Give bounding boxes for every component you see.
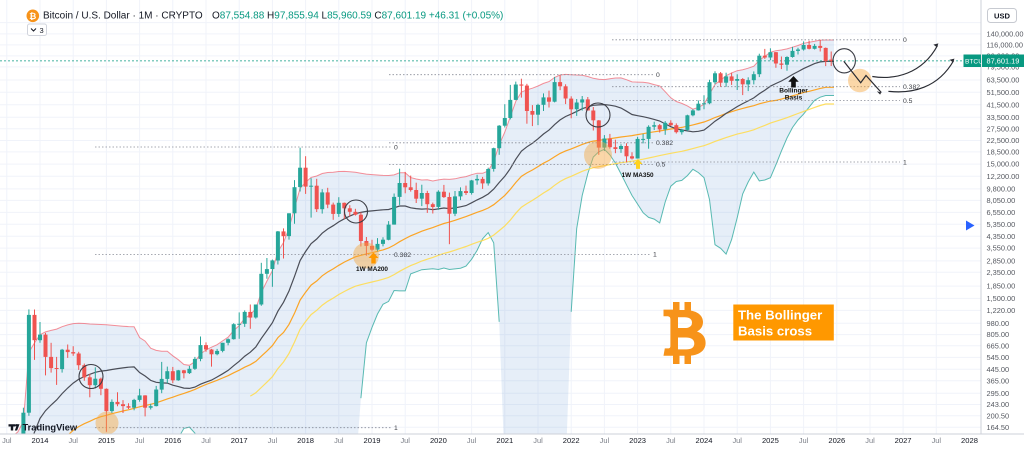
svg-text:0.382: 0.382 (394, 252, 411, 259)
svg-text:33,500.00: 33,500.00 (987, 113, 1020, 122)
svg-text:2023: 2023 (629, 436, 646, 445)
svg-text:12,200.00: 12,200.00 (987, 172, 1020, 181)
svg-text:6,550.00: 6,550.00 (987, 208, 1016, 217)
svg-text:445.00: 445.00 (987, 365, 1010, 374)
svg-text:1W MA350: 1W MA350 (622, 172, 654, 179)
svg-text:The Bollinger: The Bollinger (738, 308, 822, 323)
svg-text:545.00: 545.00 (987, 353, 1010, 362)
svg-text:665.00: 665.00 (987, 341, 1010, 350)
svg-text:0.382: 0.382 (656, 140, 673, 147)
svg-text:0: 0 (656, 72, 660, 79)
svg-text:9,800.00: 9,800.00 (987, 185, 1016, 194)
svg-text:Bitcoin / U.S. Dollar · 1M · C: Bitcoin / U.S. Dollar · 1M · CRYPTO (43, 11, 203, 22)
svg-text:Jul: Jul (2, 436, 12, 445)
svg-text:2020: 2020 (430, 436, 447, 445)
svg-text:3: 3 (40, 26, 44, 35)
svg-text:805.00: 805.00 (987, 330, 1010, 339)
svg-text:2021: 2021 (496, 436, 513, 445)
svg-text:Jul: Jul (732, 436, 742, 445)
svg-text:2,850.00: 2,850.00 (987, 257, 1016, 266)
svg-text:63,500.00: 63,500.00 (987, 76, 1020, 85)
svg-text:2022: 2022 (563, 436, 580, 445)
svg-text:Jul: Jul (135, 436, 145, 445)
svg-text:Basis: Basis (785, 95, 803, 102)
svg-text:980.00: 980.00 (987, 319, 1010, 328)
svg-text:200.50: 200.50 (987, 411, 1010, 420)
svg-text:1W MA200: 1W MA200 (356, 266, 388, 273)
svg-text:1,500.00: 1,500.00 (987, 294, 1016, 303)
svg-text:1: 1 (903, 159, 907, 166)
svg-text:3,550.00: 3,550.00 (987, 244, 1016, 253)
svg-text:0: 0 (394, 144, 398, 151)
svg-text:15,000.00: 15,000.00 (987, 160, 1020, 169)
svg-text:Basis cross: Basis cross (738, 324, 812, 339)
svg-text:1,850.00: 1,850.00 (987, 282, 1016, 291)
svg-text:TradingView: TradingView (23, 423, 78, 433)
svg-text:22,500.00: 22,500.00 (987, 136, 1020, 145)
svg-text:Jul: Jul (865, 436, 875, 445)
svg-text:2018: 2018 (297, 436, 314, 445)
svg-text:Jul: Jul (666, 436, 676, 445)
svg-text:365.00: 365.00 (987, 376, 1010, 385)
svg-text:Jul: Jul (799, 436, 809, 445)
svg-text:164.50: 164.50 (987, 423, 1010, 432)
svg-text:2016: 2016 (164, 436, 181, 445)
svg-text:2017: 2017 (231, 436, 248, 445)
svg-text:295.00: 295.00 (987, 389, 1010, 398)
svg-text:Jul: Jul (467, 436, 477, 445)
svg-text:2025: 2025 (762, 436, 779, 445)
svg-text:Jul: Jul (268, 436, 278, 445)
svg-text:140,000.00: 140,000.00 (987, 30, 1024, 39)
svg-text:O87,554.88 H97,855.94 L85,960.: O87,554.88 H97,855.94 L85,960.59 C87,601… (212, 11, 503, 22)
svg-text:1: 1 (394, 425, 398, 432)
svg-text:87,601.19: 87,601.19 (987, 57, 1020, 66)
svg-text:0.382: 0.382 (903, 84, 920, 91)
svg-text:8,050.00: 8,050.00 (987, 196, 1016, 205)
svg-text:51,500.00: 51,500.00 (987, 88, 1020, 97)
svg-text:116,000.00: 116,000.00 (987, 41, 1023, 50)
svg-text:Jul: Jul (201, 436, 211, 445)
svg-text:2027: 2027 (895, 436, 912, 445)
svg-text:BTCUSD: BTCUSD (965, 58, 992, 65)
svg-text:2,350.00: 2,350.00 (987, 268, 1016, 277)
svg-text:Jul: Jul (400, 436, 410, 445)
svg-text:2026: 2026 (828, 436, 845, 445)
svg-text:1: 1 (653, 252, 657, 259)
svg-text:1,220.00: 1,220.00 (987, 306, 1016, 315)
svg-text:Jul: Jul (932, 436, 942, 445)
svg-text:243.00: 243.00 (987, 400, 1010, 409)
svg-text:2019: 2019 (364, 436, 381, 445)
svg-text:18,500.00: 18,500.00 (987, 148, 1020, 157)
svg-text:Jul: Jul (68, 436, 78, 445)
svg-text:0: 0 (903, 37, 907, 44)
svg-text:Jul: Jul (600, 436, 610, 445)
svg-text:Bollinger: Bollinger (779, 88, 808, 95)
svg-text:₿: ₿ (29, 11, 36, 21)
svg-text:5,350.00: 5,350.00 (987, 220, 1016, 229)
svg-text:Jul: Jul (533, 436, 543, 445)
svg-text:4,350.00: 4,350.00 (987, 232, 1016, 241)
svg-text:Jul: Jul (334, 436, 344, 445)
svg-text:2028: 2028 (961, 436, 978, 445)
svg-text:2014: 2014 (32, 436, 49, 445)
svg-text:27,500.00: 27,500.00 (987, 124, 1020, 133)
svg-text:2015: 2015 (98, 436, 115, 445)
svg-text:0.5: 0.5 (903, 98, 913, 105)
svg-text:0.5: 0.5 (656, 162, 666, 169)
svg-text:USD: USD (994, 11, 1011, 20)
svg-text:41,500.00: 41,500.00 (987, 100, 1020, 109)
svg-text:2024: 2024 (696, 436, 713, 445)
